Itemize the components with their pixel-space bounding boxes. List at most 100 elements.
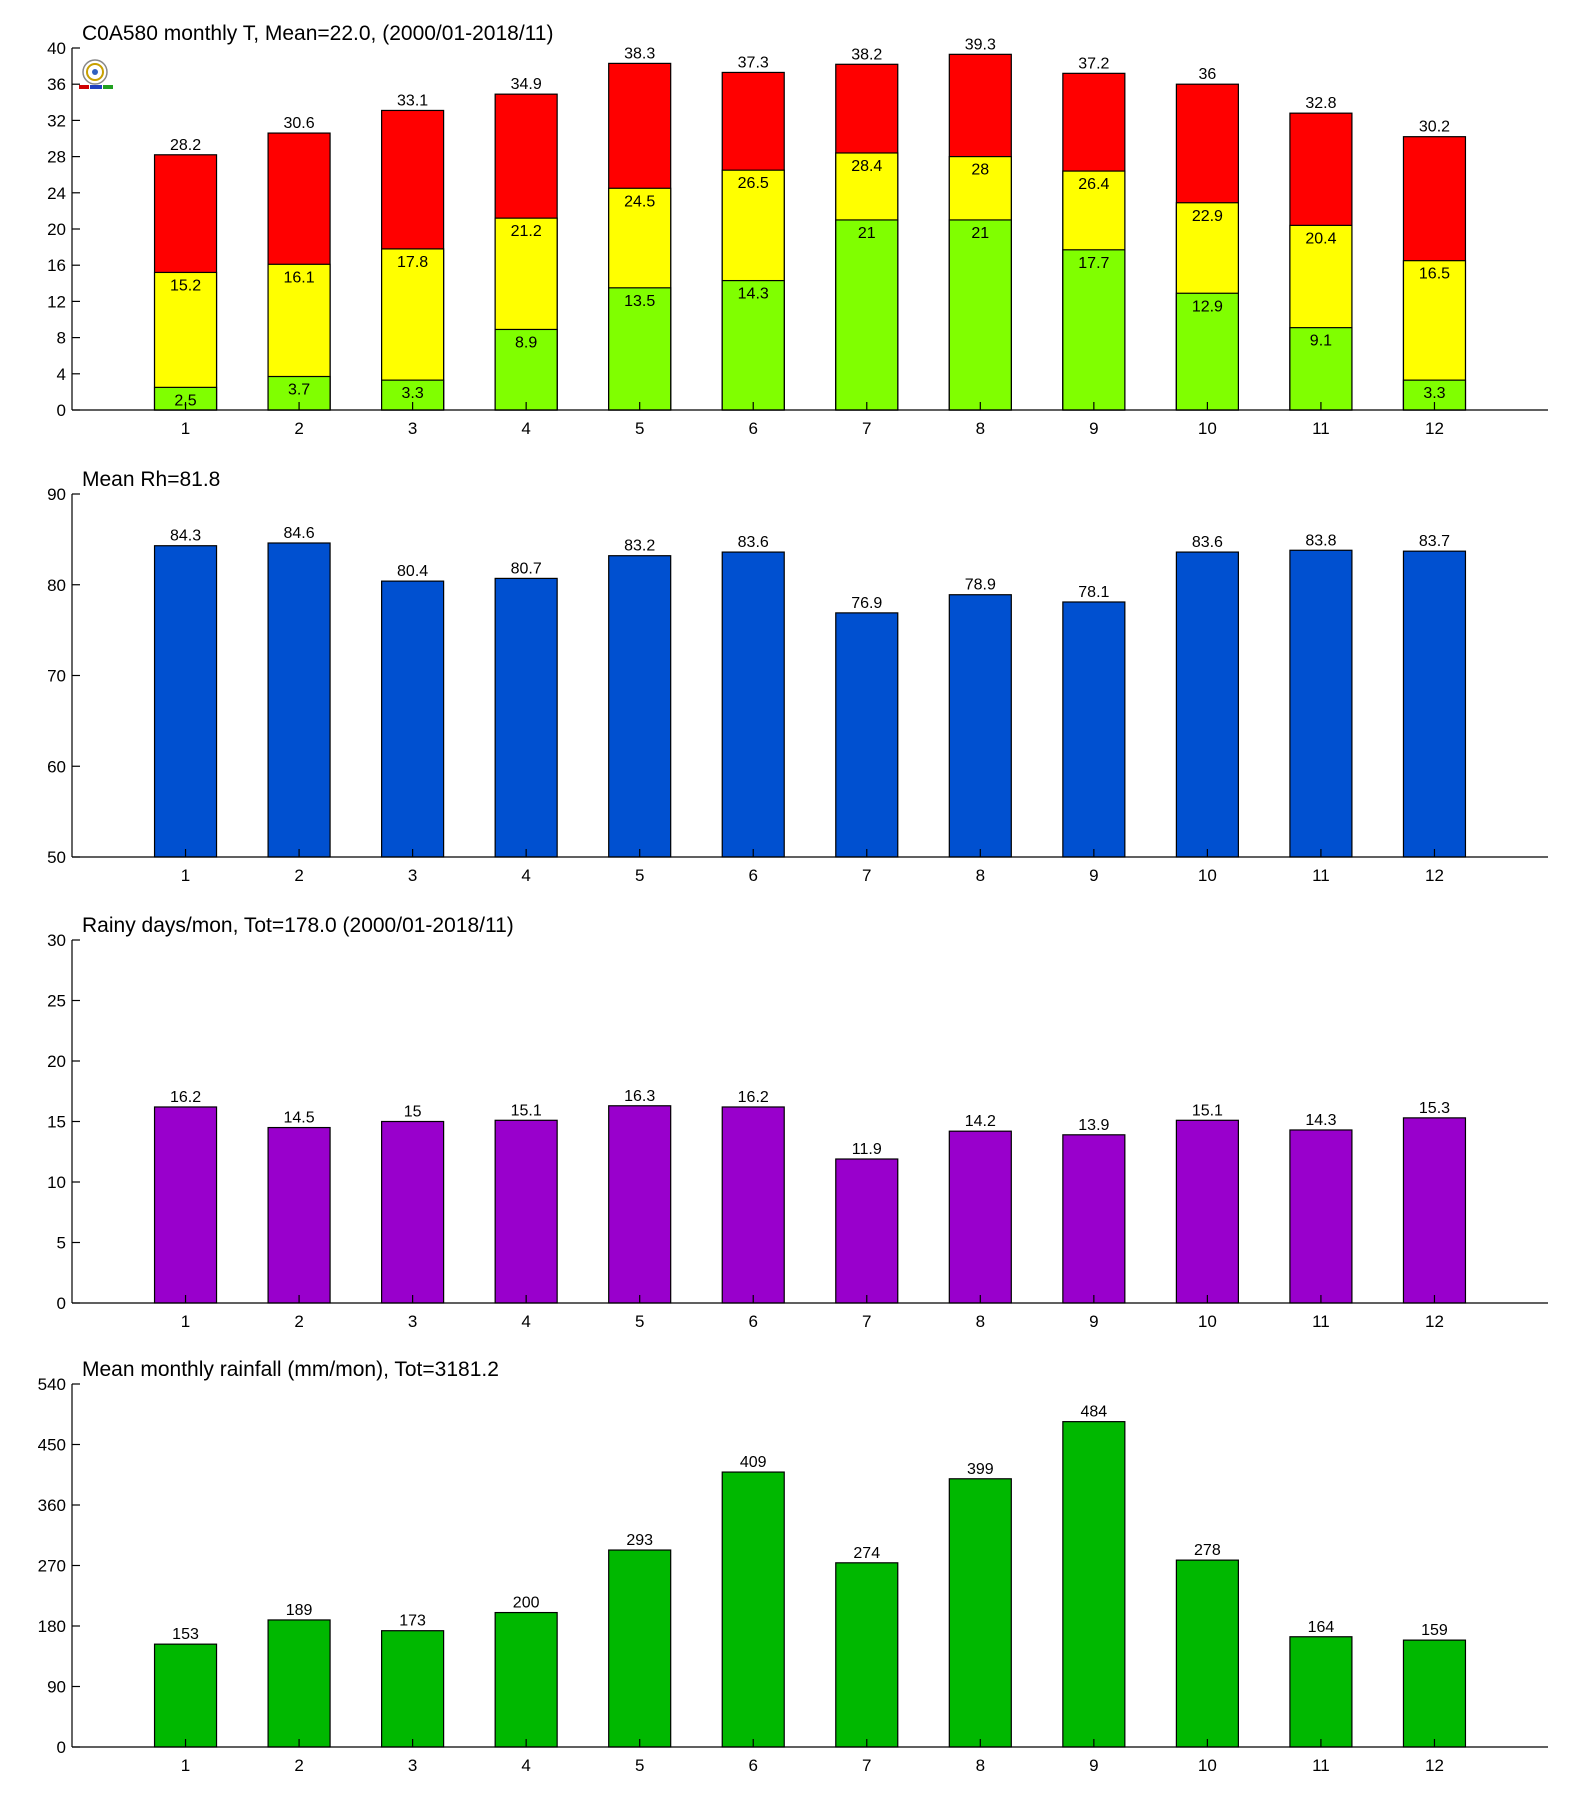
data-label: 16.2 xyxy=(738,1089,769,1106)
x-tick-label: 10 xyxy=(1198,866,1217,885)
x-tick-label: 12 xyxy=(1425,1312,1444,1331)
data-label: 16.2 xyxy=(170,1089,201,1106)
x-tick-label: 12 xyxy=(1425,866,1444,885)
data-label: 30.2 xyxy=(1419,119,1450,136)
bar xyxy=(1062,1134,1126,1304)
bar xyxy=(608,555,672,858)
bar xyxy=(381,580,445,858)
bar xyxy=(1175,551,1239,858)
data-label: 26.5 xyxy=(738,175,769,192)
bar xyxy=(608,287,672,411)
data-label: 159 xyxy=(1421,1622,1448,1639)
x-tick-label: 12 xyxy=(1425,419,1444,438)
bar xyxy=(1402,1639,1467,1748)
data-label: 21.2 xyxy=(511,223,542,240)
bar xyxy=(948,1478,1012,1748)
x-tick-label: 2 xyxy=(294,866,303,885)
y-tick-label: 32 xyxy=(47,111,66,130)
bar xyxy=(721,279,785,411)
bar xyxy=(1175,1119,1239,1304)
x-tick-label: 8 xyxy=(976,1312,985,1331)
data-label: 21 xyxy=(971,225,989,242)
data-label: 83.8 xyxy=(1305,532,1336,549)
data-label: 30.6 xyxy=(284,115,315,132)
y-ticks: 0 4 8 12 16 20 24 28 32 36 40 xyxy=(47,39,80,420)
data-label: 409 xyxy=(740,1454,767,1471)
y-tick-label: 24 xyxy=(47,184,66,203)
x-tick-label: 6 xyxy=(748,419,757,438)
x-tick-label: 3 xyxy=(408,1756,417,1775)
data-label: 200 xyxy=(513,1595,540,1612)
x-tick-label: 6 xyxy=(748,1312,757,1331)
data-label: 32.8 xyxy=(1305,95,1336,112)
bar xyxy=(948,594,1012,858)
y-tick-label: 0 xyxy=(57,401,66,420)
bar xyxy=(1289,327,1353,411)
y-tick-label: 20 xyxy=(47,1052,66,1071)
bars xyxy=(153,542,1467,858)
x-tick-label: 12 xyxy=(1425,1756,1444,1775)
y-tick-label: 80 xyxy=(47,576,66,595)
data-label: 34.9 xyxy=(511,76,542,93)
y-tick-label: 50 xyxy=(47,848,66,867)
data-label: 80.4 xyxy=(397,563,428,580)
x-tick-label: 5 xyxy=(635,866,644,885)
rainfall-chart: Mean monthly rainfall (mm/mon), Tot=3181… xyxy=(38,1358,1548,1775)
bar xyxy=(835,1158,899,1304)
rainy-days-chart: Rainy days/mon, Tot=178.0 (2000/01-2018/… xyxy=(47,914,1548,1331)
x-tick-label: 4 xyxy=(521,866,530,885)
data-label: 28.2 xyxy=(170,137,201,154)
data-labels: 16.2 14.5 15 15.1 16.3 16.2 11.9 14.2 13.9 15.1 14… xyxy=(170,1088,1450,1158)
y-tick-label: 12 xyxy=(47,292,66,311)
data-label: 36 xyxy=(1198,66,1216,83)
y-tick-label: 360 xyxy=(38,1496,66,1515)
y-tick-label: 540 xyxy=(38,1375,66,1394)
data-label: 164 xyxy=(1308,1619,1335,1636)
x-tick-label: 8 xyxy=(976,866,985,885)
x-ticks: 1 2 3 4 5 6 7 8 9 10 11 12 xyxy=(181,849,1444,885)
data-label: 84.3 xyxy=(170,528,201,545)
data-labels: 84.3 84.6 80.4 80.7 83.2 83.6 76.9 78.9 78.1 83.6… xyxy=(170,525,1450,612)
y-tick-label: 60 xyxy=(47,757,66,776)
chart-title: C0A580 monthly T, Mean=22.0, (2000/01-20… xyxy=(82,22,553,45)
y-tick-label: 0 xyxy=(57,1294,66,1313)
data-label: 15.1 xyxy=(1192,1102,1223,1119)
data-labels: 153 189 173 200 293 409 274 399 484 278 164 159 xyxy=(172,1404,1448,1644)
y-tick-label: 15 xyxy=(47,1113,66,1132)
bar xyxy=(381,1120,445,1304)
data-label: 153 xyxy=(172,1626,199,1643)
x-tick-label: 1 xyxy=(181,866,190,885)
bar xyxy=(494,1119,558,1304)
data-label: 15.2 xyxy=(170,277,201,294)
x-tick-label: 11 xyxy=(1312,419,1330,438)
bars xyxy=(153,1105,1467,1304)
y-tick-label: 25 xyxy=(47,992,66,1011)
bar xyxy=(1402,550,1467,858)
humidity-chart: Mean Rh=81.8 84.3 84.6 80.4 80.7 83.2 83.6 76.… xyxy=(47,468,1548,885)
data-label: 173 xyxy=(399,1613,426,1630)
bar xyxy=(153,1106,218,1304)
data-label: 3.3 xyxy=(401,385,423,402)
bar xyxy=(835,1562,899,1748)
bar xyxy=(721,551,785,858)
x-tick-label: 10 xyxy=(1198,419,1217,438)
y-tick-label: 40 xyxy=(47,39,66,58)
data-label: 84.6 xyxy=(284,525,315,542)
x-ticks: 1 2 3 4 5 6 7 8 9 10 11 12 xyxy=(181,402,1444,438)
y-tick-label: 270 xyxy=(38,1557,66,1576)
bar xyxy=(1289,549,1353,858)
data-label: 189 xyxy=(286,1602,313,1619)
data-label: 278 xyxy=(1194,1542,1221,1559)
y-tick-label: 20 xyxy=(47,220,66,239)
data-label: 24.5 xyxy=(624,193,655,210)
x-tick-label: 1 xyxy=(181,419,190,438)
data-label: 14.3 xyxy=(738,286,769,303)
x-tick-label: 1 xyxy=(181,1756,190,1775)
y-tick-label: 8 xyxy=(57,329,66,348)
data-label: 28 xyxy=(971,162,989,179)
x-tick-label: 11 xyxy=(1312,866,1330,885)
data-label: 22.9 xyxy=(1192,208,1223,225)
x-tick-label: 3 xyxy=(408,419,417,438)
data-label: 17.8 xyxy=(397,254,428,271)
